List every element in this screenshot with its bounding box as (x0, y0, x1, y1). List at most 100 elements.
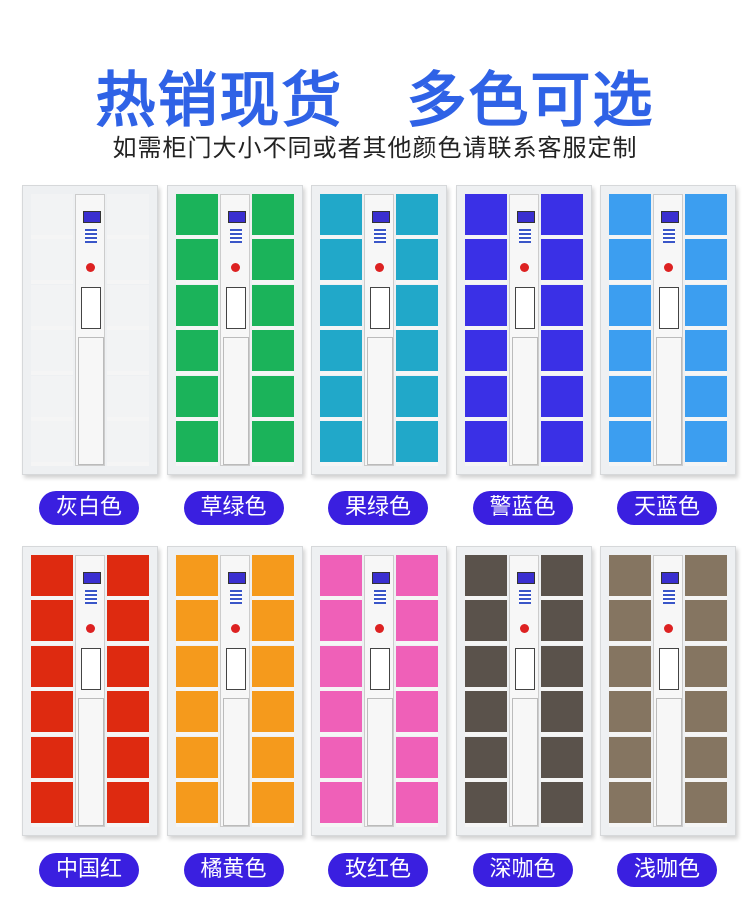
locker-door (464, 330, 507, 376)
locker-door (609, 645, 651, 691)
locker-option[interactable]: 灰白色 (18, 185, 160, 545)
locker-door (685, 691, 727, 737)
keypad-icon (518, 590, 531, 604)
color-label: 果绿色 (328, 491, 428, 525)
locker-door (31, 420, 73, 466)
locker-door (396, 555, 438, 600)
locker-door (540, 555, 583, 600)
locker-door (464, 600, 507, 646)
screen-icon (516, 211, 535, 223)
instruction-panel (81, 287, 101, 329)
locker-option[interactable]: 天蓝色 (596, 185, 738, 545)
control-panel (508, 194, 539, 466)
control-panel (219, 194, 250, 466)
color-label: 草绿色 (183, 491, 284, 525)
locker-door (251, 420, 294, 466)
control-panel (219, 555, 250, 827)
left-doors (320, 194, 362, 466)
locker-door (175, 600, 218, 646)
locker-door (685, 239, 727, 285)
screen-icon (516, 572, 535, 584)
instruction-panel (225, 648, 246, 690)
locker-door (175, 239, 218, 285)
locker-door (685, 555, 727, 600)
locker-door (540, 330, 583, 376)
locker-door (175, 330, 218, 376)
button-icon (375, 624, 384, 633)
locker-door (396, 781, 438, 827)
locker-door (685, 420, 727, 466)
right-doors (540, 194, 583, 466)
locker-door (396, 645, 438, 691)
locker-option[interactable]: 浅咖色 (596, 546, 738, 906)
locker-door (31, 645, 73, 691)
locker-door (540, 736, 583, 782)
locker-row-2: 中国红 橘黄色 玫红色 深咖色 (18, 546, 738, 906)
button-icon (230, 263, 240, 272)
locker-image (311, 546, 447, 836)
instruction-panel (514, 648, 535, 690)
instruction-panel (514, 287, 535, 329)
locker-door (107, 239, 149, 285)
locker-door (31, 600, 73, 646)
left-doors (464, 555, 507, 827)
locker-door (107, 375, 149, 421)
left-doors (175, 194, 218, 466)
locker-door (175, 555, 218, 600)
instruction-panel (659, 287, 679, 329)
locker-door (31, 330, 73, 376)
locker-image (22, 185, 158, 475)
locker-door (609, 239, 651, 285)
right-doors (107, 194, 149, 466)
left-doors (175, 555, 218, 827)
locker-door (609, 600, 651, 646)
locker-door (540, 375, 583, 421)
locker-door (107, 645, 149, 691)
left-doors (609, 194, 651, 466)
locker-door (540, 239, 583, 285)
lower-door (511, 337, 538, 465)
locker-door (175, 284, 218, 330)
locker-option[interactable]: 草绿色 (163, 185, 305, 545)
locker-door (107, 600, 149, 646)
instruction-panel (370, 287, 390, 329)
lower-door (222, 337, 249, 465)
locker-door (609, 330, 651, 376)
keypad-icon (518, 229, 531, 243)
color-label: 浅咖色 (617, 853, 717, 887)
locker-option[interactable]: 果绿色 (307, 185, 449, 545)
locker-door (396, 736, 438, 782)
right-doors (396, 555, 438, 827)
locker-row-1: 灰白色 草绿色 果绿色 警蓝色 (18, 185, 738, 545)
locker-option[interactable]: 玫红色 (307, 546, 449, 906)
locker-door (251, 194, 294, 239)
locker-door (31, 736, 73, 782)
control-panel (364, 194, 394, 466)
locker-door (320, 194, 362, 239)
lower-door (367, 337, 393, 465)
locker-door (609, 284, 651, 330)
locker-image (455, 185, 592, 475)
title-hot-stock: 热销现货 (95, 66, 344, 136)
locker-door (609, 375, 651, 421)
locker-door (320, 600, 362, 646)
locker-option[interactable]: 橘黄色 (163, 546, 305, 906)
locker-option[interactable]: 中国红 (18, 546, 160, 906)
button-icon (230, 624, 240, 633)
locker-option[interactable]: 深咖色 (452, 546, 594, 906)
control-panel (508, 555, 539, 827)
locker-door (175, 691, 218, 737)
locker-door (107, 284, 149, 330)
right-doors (396, 194, 438, 466)
title-multi-color: 多色可选 (406, 66, 655, 136)
right-doors (251, 555, 294, 827)
locker-door (396, 239, 438, 285)
locker-door (464, 284, 507, 330)
locker-door (540, 420, 583, 466)
locker-door (107, 420, 149, 466)
locker-door (31, 691, 73, 737)
locker-option[interactable]: 警蓝色 (452, 185, 594, 545)
locker-door (320, 239, 362, 285)
screen-icon (372, 572, 390, 584)
locker-door (464, 691, 507, 737)
